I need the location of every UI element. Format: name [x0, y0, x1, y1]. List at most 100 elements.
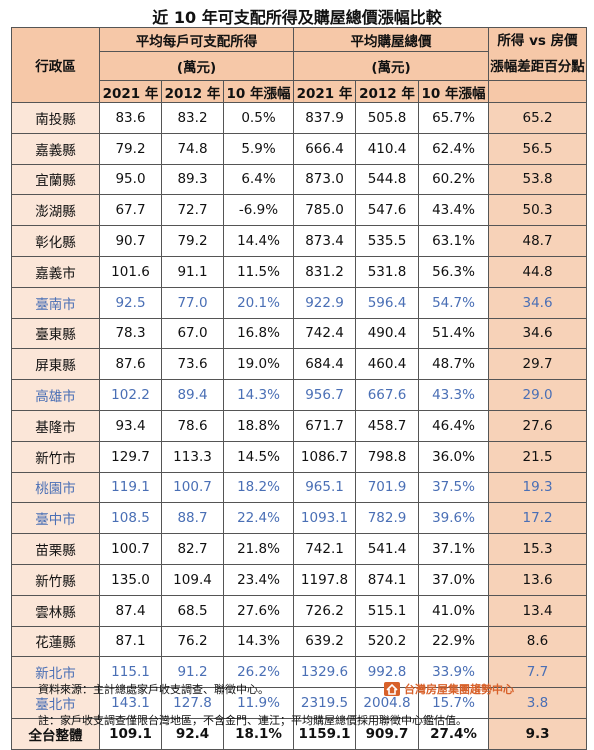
cell-pg: 54.7%: [418, 286, 490, 319]
cell-diff: 44.8: [488, 255, 588, 288]
cell-pg: 22.9%: [418, 625, 490, 658]
cell-diff: 17.2: [488, 502, 588, 535]
cell-p21: 873.4: [293, 225, 357, 257]
cell-i21: 129.7: [99, 440, 162, 473]
cell-ig: 11.5%: [222, 255, 295, 288]
cell-diff: 27.6: [488, 409, 588, 442]
cell-p21: 1093.1: [293, 502, 357, 535]
cell-p21: 666.4: [293, 132, 357, 165]
table-body: 南投縣 83.6 83.2 0.5% 837.9 505.8 65.7% 65.2 嘉義縣 79.…: [11, 102, 588, 750]
cell-p21: 726.2: [293, 594, 357, 627]
cell-i21: 135.0: [99, 563, 162, 596]
cell-p21: 742.1: [293, 533, 357, 565]
cell-ig: 20.1%: [222, 286, 295, 319]
cell-name: 基隆市: [11, 409, 100, 442]
cell-diff: 34.6: [488, 317, 588, 350]
cell-p12: 782.9: [355, 502, 420, 535]
header-income-growth: 10 年漲幅: [222, 80, 295, 103]
cell-name: 新竹縣: [11, 563, 100, 596]
cell-pg: 48.7%: [418, 348, 490, 381]
cell-i12: 109.4: [161, 563, 224, 596]
cell-p12: 547.6: [355, 194, 420, 227]
table-row: 新竹縣 135.0 109.4 23.4% 1197.8 874.1 37.0% 13.6: [11, 563, 588, 596]
table-row: 嘉義市 101.6 91.1 11.5% 831.2 531.8 56.3% 44.8: [11, 255, 588, 288]
cell-i12: 82.7: [161, 533, 224, 565]
cell-name: 嘉義市: [11, 255, 100, 288]
cell-p12: 544.8: [355, 163, 420, 196]
cell-p21: 2319.5: [293, 687, 357, 719]
cell-p12: 701.9: [355, 471, 420, 504]
cell-i21: 67.7: [99, 194, 162, 227]
cell-name: 彰化縣: [11, 225, 100, 257]
cell-p12: 992.8: [355, 656, 420, 689]
cell-p12: 458.7: [355, 409, 420, 442]
table-row: 新北市 115.1 91.2 26.2% 1329.6 992.8 33.9% 7.7: [11, 656, 588, 689]
cell-i21: 115.1: [99, 656, 162, 689]
cell-p12: 798.8: [355, 440, 420, 473]
cell-p12: 490.4: [355, 317, 420, 350]
cell-ig: 23.4%: [222, 563, 295, 596]
cell-pg: 56.3%: [418, 255, 490, 288]
cell-diff: 50.3: [488, 194, 588, 227]
cell-i21: 119.1: [99, 471, 162, 504]
table-row: 澎湖縣 67.7 72.7 -6.9% 785.0 547.6 43.4% 50.3: [11, 194, 588, 227]
cell-i21: 100.7: [99, 533, 162, 565]
cell-pg: 43.3%: [418, 379, 490, 411]
table-row: 苗栗縣 100.7 82.7 21.8% 742.1 541.4 37.1% 15.3: [11, 533, 588, 565]
cell-pg: 15.7%: [418, 687, 490, 719]
table-row: 彰化縣 90.7 79.2 14.4% 873.4 535.5 63.1% 48.7: [11, 225, 588, 257]
cell-diff: 29.7: [488, 348, 588, 381]
cell-diff: 34.6: [488, 286, 588, 319]
cell-pg: 33.9%: [418, 656, 490, 689]
cell-pg: 37.1%: [418, 533, 490, 565]
cell-i21: 95.0: [99, 163, 162, 196]
cell-ig: 19.0%: [222, 348, 295, 381]
cell-i21: 143.1: [99, 687, 162, 719]
cell-p21: 671.7: [293, 409, 357, 442]
cell-pg: 41.0%: [418, 594, 490, 627]
total-cell-diff: 9.3: [488, 717, 588, 750]
cell-p21: 956.7: [293, 379, 357, 411]
source-note: 資料來源：主計總處家戶收支調查、聯徵中心。: [38, 683, 269, 696]
footnote: 註：家戶收支調查僅限台灣地區，不含金門、連江；平均購屋總價採用聯徵中心鑑估值。: [38, 714, 467, 727]
cell-ig: 14.3%: [222, 625, 295, 658]
cell-i12: 79.2: [161, 225, 224, 257]
cell-diff: 56.5: [488, 132, 588, 165]
cell-i21: 87.4: [99, 594, 162, 627]
header-diff: 所得 vs 房價 漲幅差距百分點: [488, 27, 588, 81]
cell-i12: 77.0: [161, 286, 224, 319]
cell-ig: 18.8%: [222, 409, 295, 442]
cell-p12: 520.2: [355, 625, 420, 658]
cell-p21: 1329.6: [293, 656, 357, 689]
header-price-group: 平均購屋總價: [293, 26, 490, 53]
cell-ig: 0.5%: [222, 102, 295, 134]
cell-name: 宜蘭縣: [11, 163, 100, 196]
cell-diff: 19.3: [488, 471, 588, 504]
cell-p12: 874.1: [355, 563, 420, 596]
header-price-growth: 10 年漲幅: [418, 80, 490, 103]
cell-i21: 93.4: [99, 409, 162, 442]
cell-i12: 89.4: [161, 379, 224, 411]
cell-name: 臺中市: [11, 502, 100, 535]
cell-pg: 36.0%: [418, 440, 490, 473]
table-row: 臺北市 143.1 127.8 11.9% 2319.5 2004.8 15.7% 3.8: [11, 687, 588, 719]
cell-pg: 37.0%: [418, 563, 490, 596]
cell-name: 屏東縣: [11, 348, 100, 381]
header-income-unit: (萬元): [98, 51, 295, 81]
cell-name: 高雄市: [11, 379, 100, 411]
cell-pg: 63.1%: [418, 225, 490, 257]
cell-pg: 60.2%: [418, 163, 490, 196]
cell-pg: 65.7%: [418, 102, 490, 134]
cell-pg: 51.4%: [418, 317, 490, 350]
cell-ig: 5.9%: [222, 132, 295, 165]
cell-ig: 16.8%: [222, 317, 295, 350]
cell-i12: 91.1: [161, 255, 224, 288]
cell-p21: 684.4: [293, 348, 357, 381]
cell-ig: 14.4%: [222, 225, 295, 257]
cell-p12: 535.5: [355, 225, 420, 257]
cell-name: 嘉義縣: [11, 132, 100, 165]
header-income-group: 平均每戶可支配所得: [98, 26, 295, 53]
cell-i21: 92.5: [99, 286, 162, 319]
table-row: 南投縣 83.6 83.2 0.5% 837.9 505.8 65.7% 65.2: [11, 102, 588, 134]
cell-i21: 108.5: [99, 502, 162, 535]
